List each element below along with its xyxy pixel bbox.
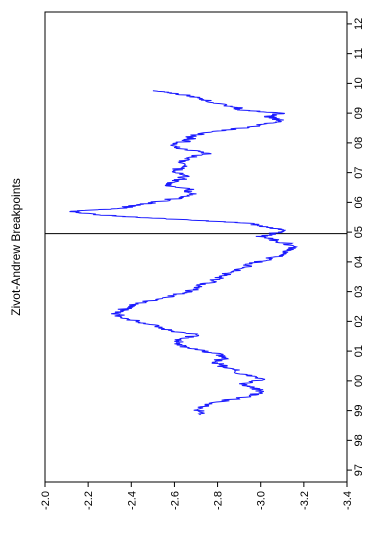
x-tick-label: 97	[353, 464, 365, 476]
plot-frame	[44, 11, 348, 483]
x-tick-label: 08	[353, 137, 365, 149]
x-tick-label: 07	[353, 167, 365, 179]
x-tick-label: 06	[353, 196, 365, 208]
y-tick-label: -3.2	[299, 491, 311, 510]
y-tick-label: -2.4	[126, 491, 138, 510]
x-tick-label: 11	[353, 48, 365, 59]
x-tick-label: 98	[353, 434, 365, 446]
x-tick-label: 09	[353, 107, 365, 119]
y-tick-label: -3.0	[256, 491, 268, 510]
y-tick-label: -2.6	[169, 491, 181, 510]
x-tick-label: 00	[353, 375, 365, 387]
x-tick-label: 04	[353, 256, 365, 268]
x-tick-label: 03	[353, 285, 365, 297]
y-tick-label: -3.4	[342, 491, 354, 510]
chart-title: Zivot-Andrew Breakpoints	[9, 178, 23, 315]
x-tick-label: 01	[353, 345, 365, 357]
x-tick-label: 02	[353, 315, 365, 327]
y-tick-label: -2.0	[40, 491, 52, 510]
x-tick-label: 10	[353, 77, 365, 89]
x-tick-label: 05	[353, 226, 365, 238]
x-axis: 97 98 99 00 01 02 03 04 05 06 07 08 09 10 11 12	[347, 18, 365, 476]
x-tick-label: 12	[353, 18, 365, 30]
series-line	[69, 90, 298, 416]
y-tick-label: -2.2	[83, 491, 95, 510]
y-tick-label: -2.8	[213, 491, 225, 510]
y-axis: -2.0 -2.2 -2.4 -2.6 -2.8 -3.0 -3.2 -3.4	[40, 482, 354, 510]
x-tick-label: 99	[353, 404, 365, 416]
